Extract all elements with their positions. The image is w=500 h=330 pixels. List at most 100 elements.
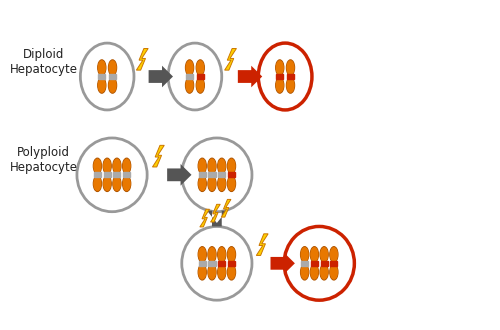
Polygon shape xyxy=(200,209,209,227)
Polygon shape xyxy=(136,49,148,70)
Bar xyxy=(301,261,308,266)
Ellipse shape xyxy=(108,60,116,76)
Ellipse shape xyxy=(330,247,338,262)
Ellipse shape xyxy=(284,226,354,300)
Ellipse shape xyxy=(198,177,206,191)
Ellipse shape xyxy=(320,247,328,262)
Ellipse shape xyxy=(320,265,328,280)
Ellipse shape xyxy=(186,60,194,76)
Polygon shape xyxy=(167,164,192,186)
Ellipse shape xyxy=(228,159,235,173)
Ellipse shape xyxy=(113,177,121,191)
Polygon shape xyxy=(148,66,173,87)
Ellipse shape xyxy=(300,265,308,280)
Ellipse shape xyxy=(198,247,206,262)
Ellipse shape xyxy=(208,158,216,174)
Ellipse shape xyxy=(198,176,206,191)
Ellipse shape xyxy=(196,60,204,76)
Polygon shape xyxy=(270,252,295,274)
Bar xyxy=(276,74,283,79)
Ellipse shape xyxy=(276,78,284,93)
Bar xyxy=(186,74,193,79)
Ellipse shape xyxy=(108,78,116,93)
Ellipse shape xyxy=(208,264,216,280)
Bar xyxy=(198,172,206,177)
Ellipse shape xyxy=(103,159,111,173)
Ellipse shape xyxy=(258,43,312,110)
Ellipse shape xyxy=(186,78,194,93)
Ellipse shape xyxy=(208,177,216,191)
Ellipse shape xyxy=(286,60,294,75)
Ellipse shape xyxy=(218,264,226,280)
Ellipse shape xyxy=(98,60,106,75)
Polygon shape xyxy=(224,49,236,70)
Bar xyxy=(218,261,226,266)
Ellipse shape xyxy=(196,60,204,75)
Ellipse shape xyxy=(94,176,102,191)
Ellipse shape xyxy=(208,265,216,280)
Bar xyxy=(198,261,206,266)
Ellipse shape xyxy=(286,78,294,93)
Bar xyxy=(208,172,216,177)
Ellipse shape xyxy=(113,158,121,174)
Ellipse shape xyxy=(198,158,206,174)
Ellipse shape xyxy=(330,247,338,262)
Polygon shape xyxy=(152,145,164,167)
Ellipse shape xyxy=(286,78,294,93)
Ellipse shape xyxy=(98,78,106,93)
Ellipse shape xyxy=(320,247,328,262)
Ellipse shape xyxy=(182,226,252,300)
Ellipse shape xyxy=(168,43,222,110)
Ellipse shape xyxy=(276,78,284,93)
Bar xyxy=(228,261,235,266)
Ellipse shape xyxy=(286,60,294,76)
Polygon shape xyxy=(222,199,231,217)
Ellipse shape xyxy=(300,264,309,280)
Polygon shape xyxy=(238,66,262,87)
Bar xyxy=(311,261,318,266)
Ellipse shape xyxy=(276,60,284,76)
Ellipse shape xyxy=(103,158,112,174)
Ellipse shape xyxy=(310,265,318,280)
Ellipse shape xyxy=(182,138,252,212)
Ellipse shape xyxy=(103,177,111,191)
Ellipse shape xyxy=(228,158,235,174)
Ellipse shape xyxy=(198,247,206,262)
Polygon shape xyxy=(210,204,220,222)
Ellipse shape xyxy=(113,176,121,191)
Ellipse shape xyxy=(300,247,309,262)
Bar xyxy=(123,172,130,177)
Bar xyxy=(228,172,235,177)
Ellipse shape xyxy=(228,176,235,191)
Bar xyxy=(208,261,216,266)
Text: Diploid
Hepatocyte: Diploid Hepatocyte xyxy=(10,48,78,76)
Bar xyxy=(287,74,294,79)
Ellipse shape xyxy=(198,264,206,280)
Ellipse shape xyxy=(122,158,131,174)
Bar xyxy=(114,172,120,177)
Ellipse shape xyxy=(228,265,235,280)
Ellipse shape xyxy=(208,247,216,262)
Ellipse shape xyxy=(330,264,338,280)
Ellipse shape xyxy=(218,176,226,191)
Ellipse shape xyxy=(108,60,116,75)
Ellipse shape xyxy=(198,265,206,280)
Bar xyxy=(320,261,328,266)
Ellipse shape xyxy=(77,138,147,212)
Ellipse shape xyxy=(186,60,194,75)
Ellipse shape xyxy=(228,264,235,280)
Bar xyxy=(330,261,338,266)
Ellipse shape xyxy=(208,159,216,173)
Ellipse shape xyxy=(98,60,106,76)
Ellipse shape xyxy=(80,43,134,110)
Ellipse shape xyxy=(122,159,130,173)
Bar xyxy=(94,172,101,177)
Ellipse shape xyxy=(276,60,284,75)
Ellipse shape xyxy=(310,247,318,262)
Ellipse shape xyxy=(94,177,102,191)
Ellipse shape xyxy=(198,159,206,173)
Bar xyxy=(218,172,226,177)
Ellipse shape xyxy=(330,265,338,280)
Ellipse shape xyxy=(94,159,102,173)
Ellipse shape xyxy=(108,78,116,93)
